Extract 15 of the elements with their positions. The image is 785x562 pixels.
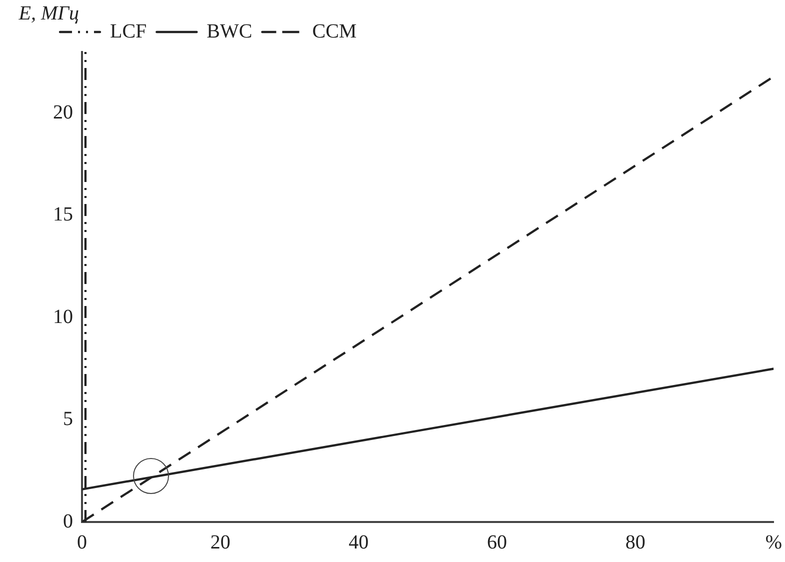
legend-label: CCM: [312, 20, 357, 42]
y-axis-title: E, МГц: [18, 2, 79, 24]
y-tick-label: 5: [63, 408, 73, 430]
y-tick-label: 20: [53, 102, 73, 124]
x-tick-label: 40: [348, 531, 369, 554]
legend-label: BWC: [206, 20, 252, 42]
x-tick-label: %: [765, 531, 782, 554]
y-tick-label: 0: [63, 510, 73, 532]
x-tick-label: 80: [625, 531, 646, 554]
y-tick-label: 10: [53, 306, 73, 328]
legend-label: LCF: [110, 20, 147, 42]
x-tick-label: 0: [77, 531, 87, 554]
y-tick-label: 15: [53, 204, 73, 226]
x-tick-label: 60: [487, 531, 507, 554]
x-tick-label: 20: [210, 531, 230, 554]
